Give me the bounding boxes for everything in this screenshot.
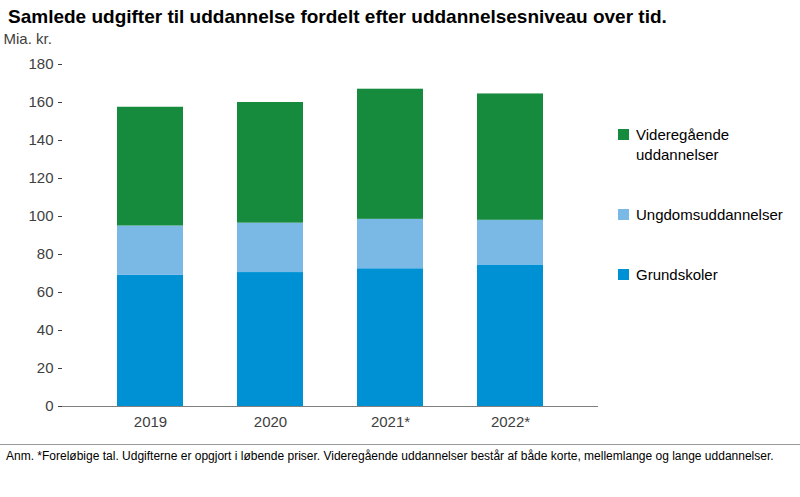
svg-text:2022*: 2022* — [491, 413, 530, 430]
svg-text:120: 120 — [28, 169, 53, 186]
svg-text:0: 0 — [45, 397, 53, 414]
svg-text:140: 140 — [28, 131, 53, 148]
svg-text:60: 60 — [37, 283, 54, 300]
svg-text:40: 40 — [37, 321, 54, 338]
svg-text:180: 180 — [28, 55, 53, 72]
svg-text:2020: 2020 — [254, 413, 287, 430]
svg-text:20: 20 — [37, 359, 54, 376]
svg-text:80: 80 — [37, 245, 54, 262]
svg-text:2019: 2019 — [134, 413, 167, 430]
svg-text:Mia. kr.: Mia. kr. — [4, 30, 52, 47]
svg-text:100: 100 — [28, 207, 53, 224]
svg-text:160: 160 — [28, 93, 53, 110]
svg-text:2021*: 2021* — [371, 413, 410, 430]
html-text:Samlede udgifter til uddannels: Samlede udgifter til uddannelse fordelt … — [8, 6, 667, 27]
html-text:Grundskoler: Grundskoler — [636, 266, 718, 283]
html-text:Videregående uddannelser: Videregående uddannelser — [636, 126, 730, 163]
html-text:Ungdomsuddannelser: Ungdomsuddannelser — [636, 206, 783, 223]
html-text:Anm. *Foreløbige tal. Udgifter: Anm. *Foreløbige tal. Udgifterne er opgj… — [6, 449, 774, 463]
